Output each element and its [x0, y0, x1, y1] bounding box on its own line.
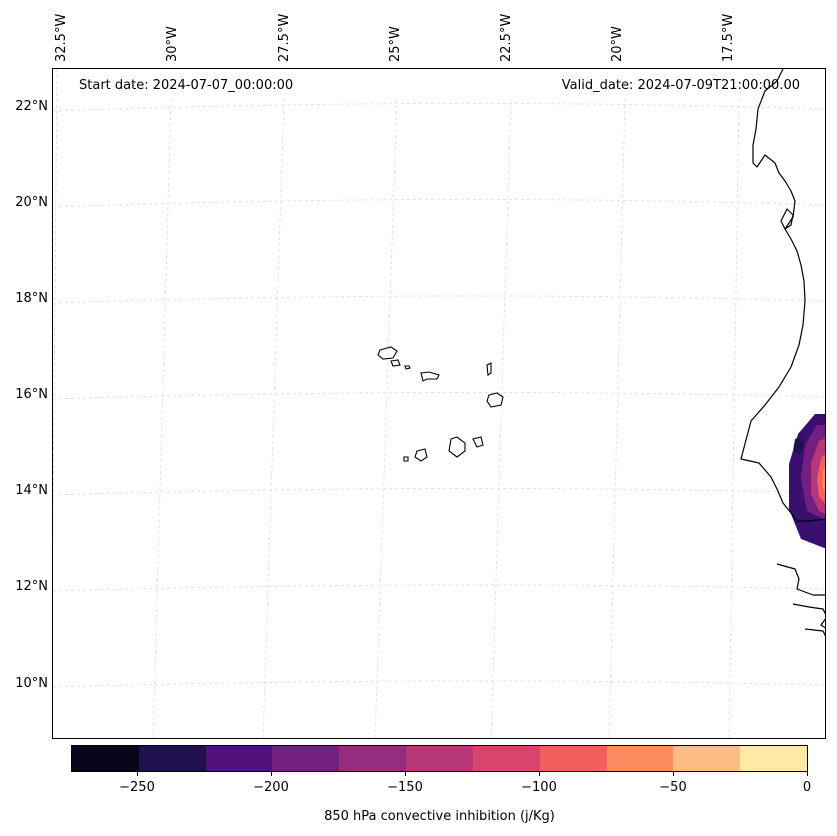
lon-label-32-5w: 32.5°W	[54, 13, 69, 62]
colorbar-segment	[339, 746, 407, 771]
cin-field	[789, 414, 825, 549]
colorbar-segment	[673, 746, 741, 771]
colorbar-segment	[72, 746, 139, 771]
colorbar-segment	[272, 746, 340, 771]
lat-label-18n: 18°N	[15, 291, 48, 306]
cape-verde-islands	[377, 346, 504, 462]
lat-label-20n: 20°N	[15, 195, 48, 210]
lat-label-16n: 16°N	[15, 387, 48, 402]
colorbar-segment	[205, 746, 273, 771]
lon-label-17-5w: 17.5°W	[721, 13, 736, 62]
colorbar-segment	[539, 746, 607, 771]
start-date-label: Start date: 2024-07-07_00:00:00	[79, 78, 294, 93]
lat-label-12n: 12°N	[15, 579, 48, 594]
lat-label-10n: 10°N	[15, 676, 48, 691]
colorbar-segment	[740, 746, 807, 771]
colorbar-tick-label: 0	[802, 780, 812, 795]
colorbar-tick-label: −50	[659, 780, 687, 795]
colorbar-tick	[807, 772, 808, 776]
colorbar-segment	[606, 746, 674, 771]
colorbar-tick	[271, 772, 272, 776]
lat-label-14n: 14°N	[15, 483, 48, 498]
colorbar-tick	[137, 772, 138, 776]
lon-label-25w: 25°W	[388, 26, 403, 62]
colorbar-segment	[472, 746, 540, 771]
colorbar-tick-label: −250	[119, 780, 155, 795]
lat-label-22n: 22°N	[15, 99, 48, 114]
colorbar	[71, 745, 808, 772]
lon-label-22-5w: 22.5°W	[499, 13, 514, 62]
lon-label-30w: 30°W	[165, 26, 180, 62]
lon-label-20w: 20°W	[610, 26, 625, 62]
colorbar-tick	[539, 772, 540, 776]
coastlines	[740, 69, 825, 637]
colorbar-title: 850 hPa convective inhibition (j/Kg)	[324, 809, 555, 824]
colorbar-segment	[406, 746, 473, 771]
gridlines	[53, 69, 825, 738]
colorbar-tick-label: −100	[521, 780, 557, 795]
map-canvas	[53, 69, 825, 738]
colorbar-tick	[673, 772, 674, 776]
colorbar-tick-label: −200	[253, 780, 289, 795]
valid-date-label: Valid_date: 2024-07-09T21:00:00.00	[561, 78, 800, 93]
colorbar-tick	[405, 772, 406, 776]
colorbar-segment	[138, 746, 206, 771]
colorbar-tick-label: −150	[387, 780, 423, 795]
map-frame	[52, 68, 826, 739]
lon-label-27-5w: 27.5°W	[277, 13, 292, 62]
